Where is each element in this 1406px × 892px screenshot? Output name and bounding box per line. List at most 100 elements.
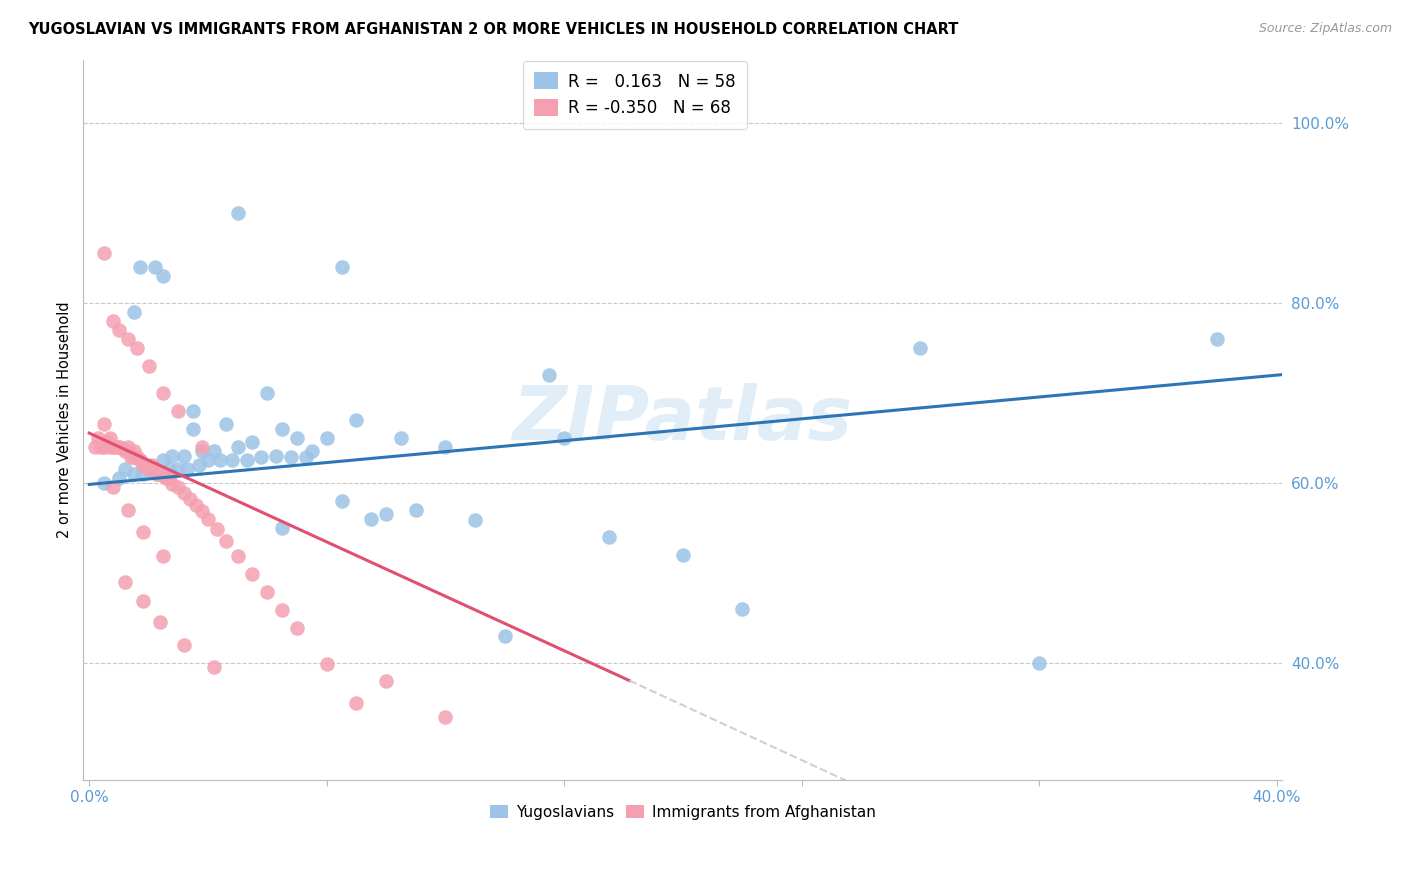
Point	[152, 453, 174, 467]
Point	[330, 260, 353, 274]
Point	[280, 450, 302, 465]
Point	[215, 534, 238, 549]
Point	[256, 385, 278, 400]
Point	[205, 523, 228, 537]
Point	[104, 440, 127, 454]
Point	[188, 458, 211, 472]
Point	[538, 368, 561, 382]
Point	[173, 449, 195, 463]
Point	[120, 450, 142, 465]
Point	[131, 467, 153, 481]
Point	[93, 475, 115, 490]
Point	[181, 403, 204, 417]
Point	[434, 440, 457, 454]
Point	[135, 458, 157, 472]
Point	[215, 417, 238, 431]
Point	[191, 504, 214, 518]
Point	[389, 431, 412, 445]
Point	[256, 585, 278, 599]
Point	[375, 507, 398, 521]
Point	[87, 431, 110, 445]
Point	[98, 440, 121, 454]
Point	[181, 421, 204, 435]
Point	[157, 462, 180, 476]
Point	[131, 525, 153, 540]
Point	[101, 480, 124, 494]
Point	[242, 435, 264, 450]
Point	[295, 450, 318, 465]
Point	[122, 304, 145, 318]
Point	[344, 696, 367, 710]
Point	[131, 594, 153, 608]
Point	[285, 621, 308, 635]
Point	[330, 493, 353, 508]
Point	[149, 467, 172, 481]
Point	[264, 449, 287, 463]
Point	[117, 332, 139, 346]
Point	[162, 477, 184, 491]
Point	[111, 442, 134, 456]
Point	[910, 341, 932, 355]
Point	[176, 462, 198, 476]
Point	[191, 444, 214, 458]
Point	[157, 471, 180, 485]
Point	[197, 511, 219, 525]
Point	[344, 412, 367, 426]
Point	[128, 453, 150, 467]
Point	[226, 205, 249, 219]
Point	[464, 513, 486, 527]
Point	[553, 431, 575, 445]
Point	[271, 421, 294, 435]
Point	[122, 444, 145, 458]
Point	[731, 601, 754, 615]
Point	[138, 462, 160, 476]
Text: YUGOSLAVIAN VS IMMIGRANTS FROM AFGHANISTAN 2 OR MORE VEHICLES IN HOUSEHOLD CORRE: YUGOSLAVIAN VS IMMIGRANTS FROM AFGHANIST…	[28, 22, 959, 37]
Point	[152, 385, 174, 400]
Point	[108, 440, 131, 454]
Point	[235, 453, 257, 467]
Point	[96, 435, 118, 450]
Point	[125, 450, 148, 465]
Point	[167, 403, 190, 417]
Point	[122, 450, 145, 465]
Point	[226, 549, 249, 564]
Point	[598, 530, 620, 544]
Point	[167, 480, 190, 494]
Point	[494, 629, 516, 643]
Point	[149, 615, 172, 629]
Point	[242, 567, 264, 582]
Point	[285, 431, 308, 445]
Point	[114, 462, 136, 476]
Point	[108, 440, 131, 454]
Point	[202, 660, 225, 674]
Point	[197, 453, 219, 467]
Point	[143, 260, 166, 274]
Point	[90, 440, 112, 454]
Point	[672, 548, 695, 562]
Legend: Yugoslavians, Immigrants from Afghanistan: Yugoslavians, Immigrants from Afghanista…	[484, 798, 882, 826]
Point	[173, 486, 195, 500]
Point	[167, 462, 190, 476]
Point	[226, 440, 249, 454]
Point	[179, 491, 201, 506]
Point	[117, 502, 139, 516]
Point	[360, 511, 382, 525]
Point	[122, 467, 145, 481]
Point	[98, 431, 121, 445]
Point	[315, 657, 337, 672]
Point	[128, 453, 150, 467]
Point	[250, 450, 273, 465]
Point	[271, 520, 294, 534]
Point	[143, 462, 166, 476]
Text: ZIPatlas: ZIPatlas	[513, 383, 853, 456]
Point	[315, 431, 337, 445]
Point	[152, 549, 174, 564]
Point	[101, 313, 124, 327]
Point	[301, 444, 323, 458]
Point	[108, 323, 131, 337]
Point	[114, 444, 136, 458]
Point	[208, 453, 231, 467]
Point	[221, 453, 243, 467]
Text: Source: ZipAtlas.com: Source: ZipAtlas.com	[1258, 22, 1392, 36]
Point	[93, 417, 115, 431]
